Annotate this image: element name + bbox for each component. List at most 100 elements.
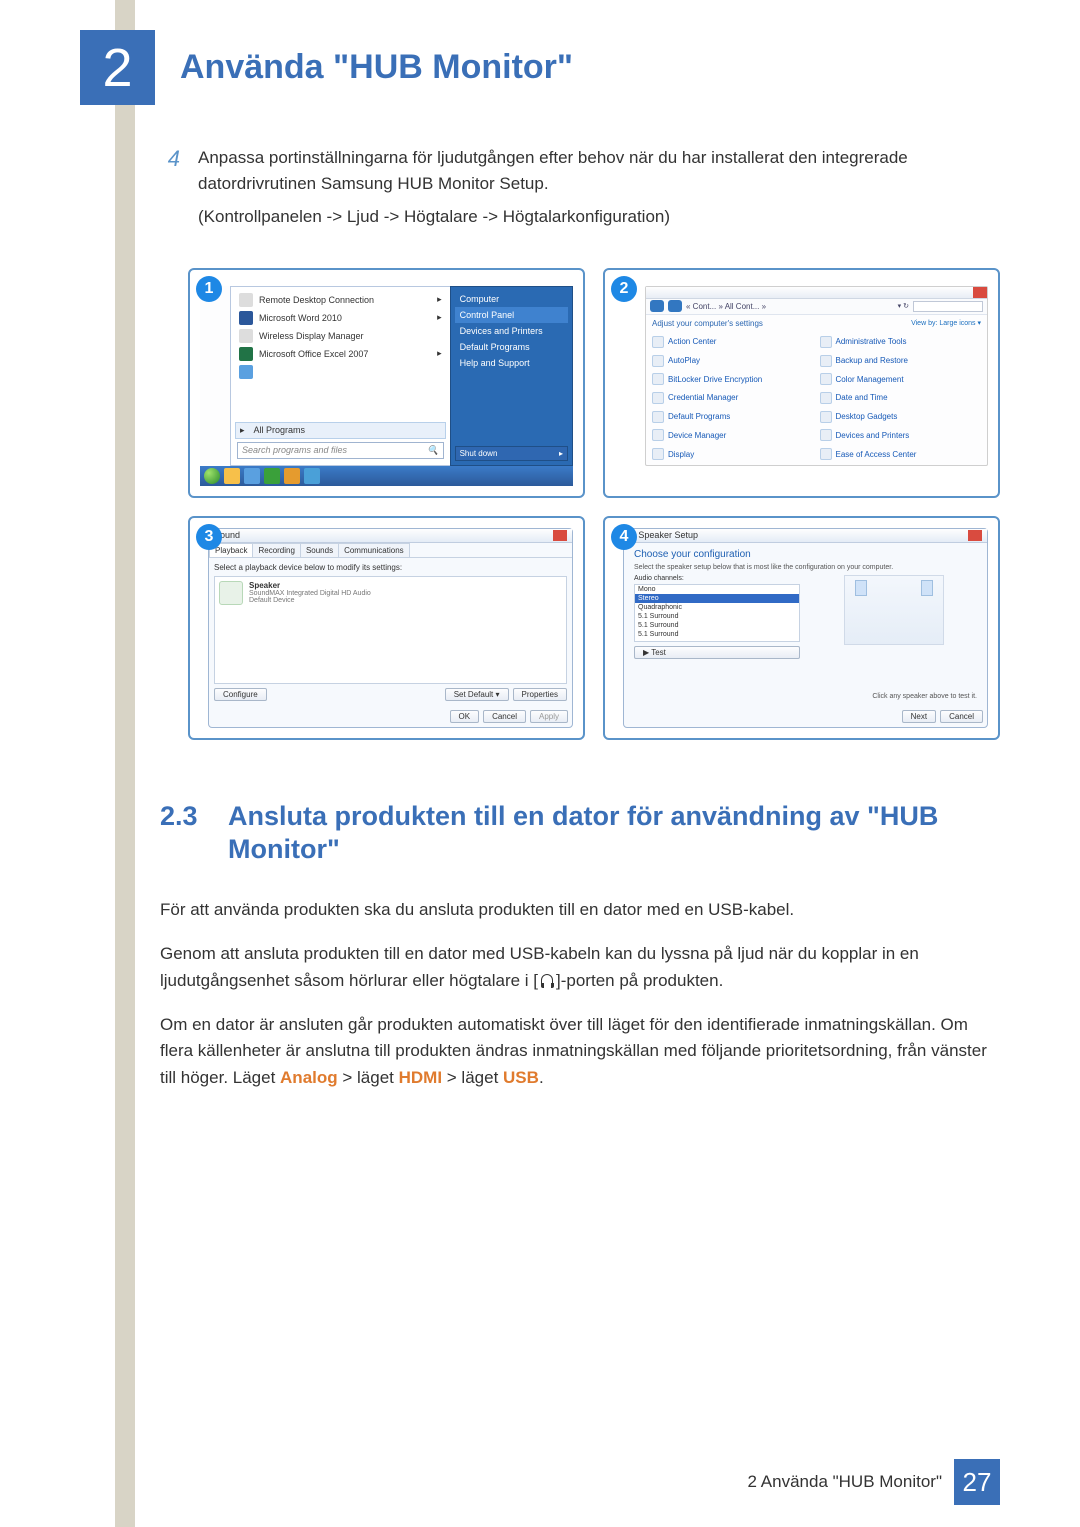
channels-list[interactable]: Mono Stereo Quadraphonic 5.1 Surround 5.… (634, 584, 800, 642)
cancel-button[interactable]: Cancel (940, 710, 983, 723)
breadcrumb[interactable]: « Cont... » All Cont... » (686, 302, 894, 311)
cp-item[interactable]: AutoPlay (652, 352, 814, 369)
cp-item[interactable]: Action Center (652, 334, 814, 351)
channel-option[interactable]: Quadraphonic (635, 603, 799, 612)
forward-button[interactable] (668, 300, 682, 312)
start-menu-item[interactable]: Microsoft Word 2010▸ (235, 309, 446, 327)
cp-icon (820, 355, 832, 367)
channels-label: Audio channels: (634, 575, 800, 582)
all-programs-label: All Programs (254, 425, 306, 435)
start-orb-icon[interactable] (204, 468, 220, 484)
cp-icon (652, 392, 664, 404)
start-right-item[interactable]: Help and Support (455, 355, 568, 371)
cancel-button[interactable]: Cancel (483, 710, 526, 723)
speaker-setup-mock: ◀ Speaker Setup Choose your configuratio… (623, 528, 988, 728)
cp-item[interactable]: Device Manager (652, 427, 814, 444)
cp-search[interactable] (913, 301, 983, 312)
cp-item[interactable]: Date and Time (820, 390, 982, 407)
speaker-sub: Select the speaker setup below that is m… (634, 564, 977, 571)
sound-device[interactable]: Speaker SoundMAX Integrated Digital HD A… (219, 581, 562, 605)
headphone-icon (538, 973, 556, 989)
shutdown-button[interactable]: Shut down▸ (455, 446, 568, 461)
screenshot-badge-2: 2 (611, 276, 637, 302)
device-name: Speaker (249, 581, 280, 590)
cp-item[interactable]: Administrative Tools (820, 334, 982, 351)
start-right-item[interactable]: Computer (455, 291, 568, 307)
properties-button[interactable]: Properties (513, 688, 567, 701)
close-icon[interactable] (973, 287, 987, 298)
page-footer: 2 Använda "HUB Monitor" 27 (748, 1459, 1000, 1505)
ok-button[interactable]: OK (450, 710, 480, 723)
cp-item[interactable]: Default Programs (652, 408, 814, 425)
speaker-titlebar: ◀ Speaker Setup (624, 529, 987, 543)
start-menu-item[interactable]: Microsoft Office Excel 2007▸ (235, 345, 446, 363)
taskbar-icon[interactable] (264, 468, 280, 484)
speaker-note: Click any speaker above to test it. (634, 693, 977, 700)
start-right-item[interactable]: Devices and Printers (455, 323, 568, 339)
start-menu-label: Remote Desktop Connection (259, 295, 374, 305)
cp-icon (652, 355, 664, 367)
screenshot-badge-1: 1 (196, 276, 222, 302)
app-icon (239, 311, 253, 325)
sound-instruction: Select a playback device below to modify… (214, 563, 567, 572)
page-number: 27 (954, 1459, 1000, 1505)
channel-option[interactable]: 5.1 Surround (635, 621, 799, 630)
tab-sounds[interactable]: Sounds (300, 543, 339, 557)
cp-item[interactable]: Color Management (820, 371, 982, 388)
search-placeholder: Search programs and files (242, 445, 347, 456)
start-menu-label: Microsoft Word 2010 (259, 313, 342, 323)
all-programs[interactable]: ▸All Programs (235, 422, 446, 439)
close-icon[interactable] (553, 530, 567, 541)
taskbar-icon[interactable] (244, 468, 260, 484)
channel-option-selected[interactable]: Stereo (635, 594, 799, 603)
start-menu-item[interactable] (235, 363, 446, 381)
device-sub: Default Device (249, 597, 371, 604)
channel-option[interactable]: 5.1 Surround (635, 612, 799, 621)
apply-button[interactable]: Apply (530, 710, 568, 723)
cp-item[interactable]: Ease of Access Center (820, 446, 982, 463)
next-button[interactable]: Next (902, 710, 936, 723)
mode-usb: USB (503, 1068, 539, 1087)
footer-text: 2 Använda "HUB Monitor" (748, 1472, 942, 1492)
taskbar-icon[interactable] (224, 468, 240, 484)
start-right-item-highlighted[interactable]: Control Panel (455, 307, 568, 323)
back-button[interactable] (650, 300, 664, 312)
cp-item[interactable]: Backup and Restore (820, 352, 982, 369)
set-default-button[interactable]: Set Default ▾ (445, 688, 509, 701)
tab-recording[interactable]: Recording (252, 543, 300, 557)
cp-item[interactable]: Desktop Gadgets (820, 408, 982, 425)
start-search[interactable]: Search programs and files🔍 (237, 442, 444, 459)
cp-address-bar: « Cont... » All Cont... » ▾ ↻ (646, 299, 987, 315)
section-title: Ansluta produkten till en dator för anvä… (228, 800, 1000, 868)
sound-device-list[interactable]: Speaker SoundMAX Integrated Digital HD A… (214, 576, 567, 684)
start-menu-item[interactable]: Wireless Display Manager (235, 327, 446, 345)
step-text-2: (Kontrollpanelen -> Ljud -> Högtalare ->… (198, 204, 1000, 230)
taskbar-icon[interactable] (284, 468, 300, 484)
section-number: 2.3 (160, 800, 208, 868)
channel-option[interactable]: Mono (635, 585, 799, 594)
device-sub: SoundMAX Integrated Digital HD Audio (249, 590, 371, 597)
tab-communications[interactable]: Communications (338, 543, 410, 557)
step-number: 4 (160, 145, 180, 238)
cp-viewby[interactable]: View by: Large icons ▾ (911, 319, 981, 328)
cp-item[interactable]: Devices and Printers (820, 427, 982, 444)
close-icon[interactable] (968, 530, 982, 541)
cp-item[interactable]: Credential Manager (652, 390, 814, 407)
cp-item[interactable]: Display (652, 446, 814, 463)
start-right-item[interactable]: Default Programs (455, 339, 568, 355)
cp-icon (820, 373, 832, 385)
mode-hdmi: HDMI (399, 1068, 442, 1087)
start-menu-mock: Remote Desktop Connection▸ Microsoft Wor… (200, 286, 573, 486)
section-para-3: Om en dator är ansluten går produkten au… (160, 1012, 1000, 1091)
configure-button[interactable]: Configure (214, 688, 267, 701)
speaker-title: Speaker Setup (638, 530, 698, 540)
start-menu-item[interactable]: Remote Desktop Connection▸ (235, 291, 446, 309)
taskbar-icon[interactable] (304, 468, 320, 484)
cp-item[interactable]: BitLocker Drive Encryption (652, 371, 814, 388)
app-icon (239, 365, 253, 379)
test-button[interactable]: ▶ Test (634, 646, 800, 659)
screenshot-1-frame: 1 Remote Desktop Connection▸ Microsoft W… (188, 268, 585, 498)
cp-titlebar (646, 287, 987, 299)
start-menu-left: Remote Desktop Connection▸ Microsoft Wor… (230, 286, 450, 466)
channel-option[interactable]: 5.1 Surround (635, 630, 799, 639)
